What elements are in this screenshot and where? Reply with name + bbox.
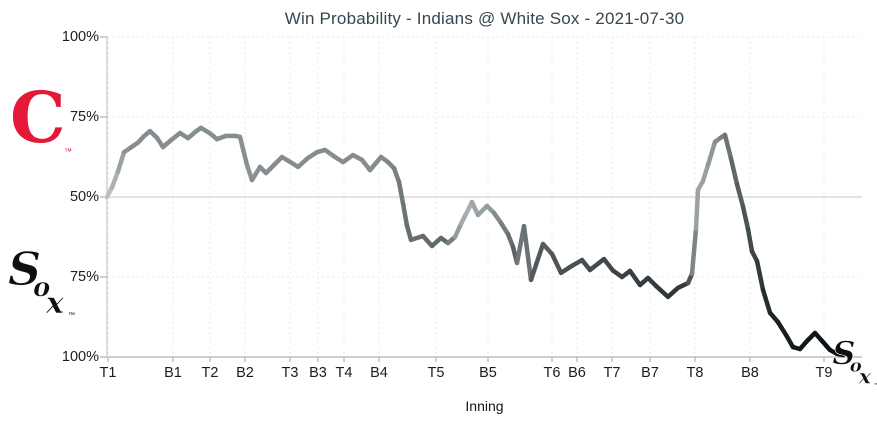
- win-probability-line-segment: [521, 223, 534, 283]
- white-sox-logo-line-end: S o x ™: [832, 334, 877, 389]
- win-probability-line-segment: [693, 187, 701, 232]
- y-tick-label: 50%: [69, 189, 99, 205]
- win-probability-line-segment: [627, 268, 643, 288]
- svg-text:S: S: [832, 334, 855, 372]
- win-probability-line-segment: [549, 251, 564, 276]
- x-tick-label: T1: [99, 365, 117, 381]
- x-tick-label: B2: [236, 365, 254, 381]
- indians-logo: C ™: [10, 84, 72, 159]
- x-tick-label: B3: [309, 365, 327, 381]
- win-probability-line-segment: [249, 164, 263, 183]
- win-probability-line-segment: [505, 231, 516, 250]
- svg-text:S: S: [8, 243, 41, 296]
- indians-logo-letter: C: [10, 84, 66, 159]
- win-probability-line-segment: [728, 156, 740, 187]
- white-sox-logo: S o x ™: [8, 243, 75, 321]
- x-tick-label: B1: [164, 365, 182, 381]
- x-tick-label: B5: [479, 365, 497, 381]
- win-probability-line-segment: [653, 283, 671, 300]
- svg-text:™: ™: [874, 382, 877, 388]
- win-probability-line-segment: [705, 139, 718, 168]
- y-tick-label: 100%: [61, 349, 99, 365]
- win-probability-line-segment: [367, 154, 384, 173]
- x-tick-label: T5: [427, 365, 445, 381]
- x-tick-label: T6: [543, 365, 561, 381]
- win-probability-line-segment: [587, 256, 607, 273]
- win-probability-line-segment: [783, 332, 796, 350]
- indians-logo-trademark: ™: [64, 147, 72, 156]
- svg-text:o: o: [33, 273, 50, 303]
- y-tick-label: 75%: [69, 269, 99, 285]
- x-tick-label: B4: [370, 365, 388, 381]
- svg-text:o: o: [850, 356, 862, 377]
- svg-text:x: x: [45, 286, 65, 321]
- x-tick-label: B8: [741, 365, 759, 381]
- svg-text:x: x: [858, 364, 872, 389]
- win-probability-line-segment: [404, 223, 414, 243]
- win-probability-line-segment: [237, 134, 250, 168]
- svg-text:™: ™: [68, 312, 75, 319]
- win-probability-line-segment: [396, 179, 406, 206]
- x-tick-label: T2: [201, 365, 219, 381]
- win-probability-line-segment: [400, 201, 410, 229]
- win-probability-line-segment: [528, 241, 546, 283]
- win-probability-line-segment: [391, 165, 402, 185]
- win-probability-line-segment: [115, 149, 127, 174]
- win-probability-line-segment: [722, 132, 734, 161]
- y-tick-label: 75%: [69, 109, 99, 125]
- x-tick-label: B6: [568, 365, 586, 381]
- win-probability-line-segment: [754, 258, 766, 293]
- chart-title: Win Probability - Indians @ White Sox - …: [284, 9, 685, 28]
- sox-logo-end-glyphs: S o x ™: [832, 334, 877, 389]
- win-probability-line-segment: [601, 256, 616, 273]
- x-tick-label: T8: [686, 365, 704, 381]
- win-probability-line-segment: [745, 226, 755, 254]
- win-probability-line-segment: [452, 221, 464, 240]
- y-tick-label: 100%: [61, 29, 99, 45]
- win-probability-line-segment: [775, 319, 789, 338]
- win-probability-line-segment: [109, 169, 121, 190]
- win-probability-line-segment: [740, 204, 751, 232]
- win-probability-line-segment: [834, 351, 846, 358]
- win-probability-line-segment: [734, 181, 746, 209]
- win-probability-line-segment: [760, 287, 773, 316]
- x-tick-label: B7: [641, 365, 659, 381]
- x-tick-label: T9: [815, 365, 833, 381]
- x-tick-label: T3: [281, 365, 299, 381]
- x-tick-label: T4: [335, 365, 353, 381]
- sox-logo-glyphs: S o x ™: [8, 243, 75, 321]
- x-tick-label: T7: [603, 365, 621, 381]
- win-probability-line-segment: [700, 162, 711, 184]
- x-axis-title: Inning: [465, 398, 504, 414]
- win-probability-line-segment: [689, 226, 699, 277]
